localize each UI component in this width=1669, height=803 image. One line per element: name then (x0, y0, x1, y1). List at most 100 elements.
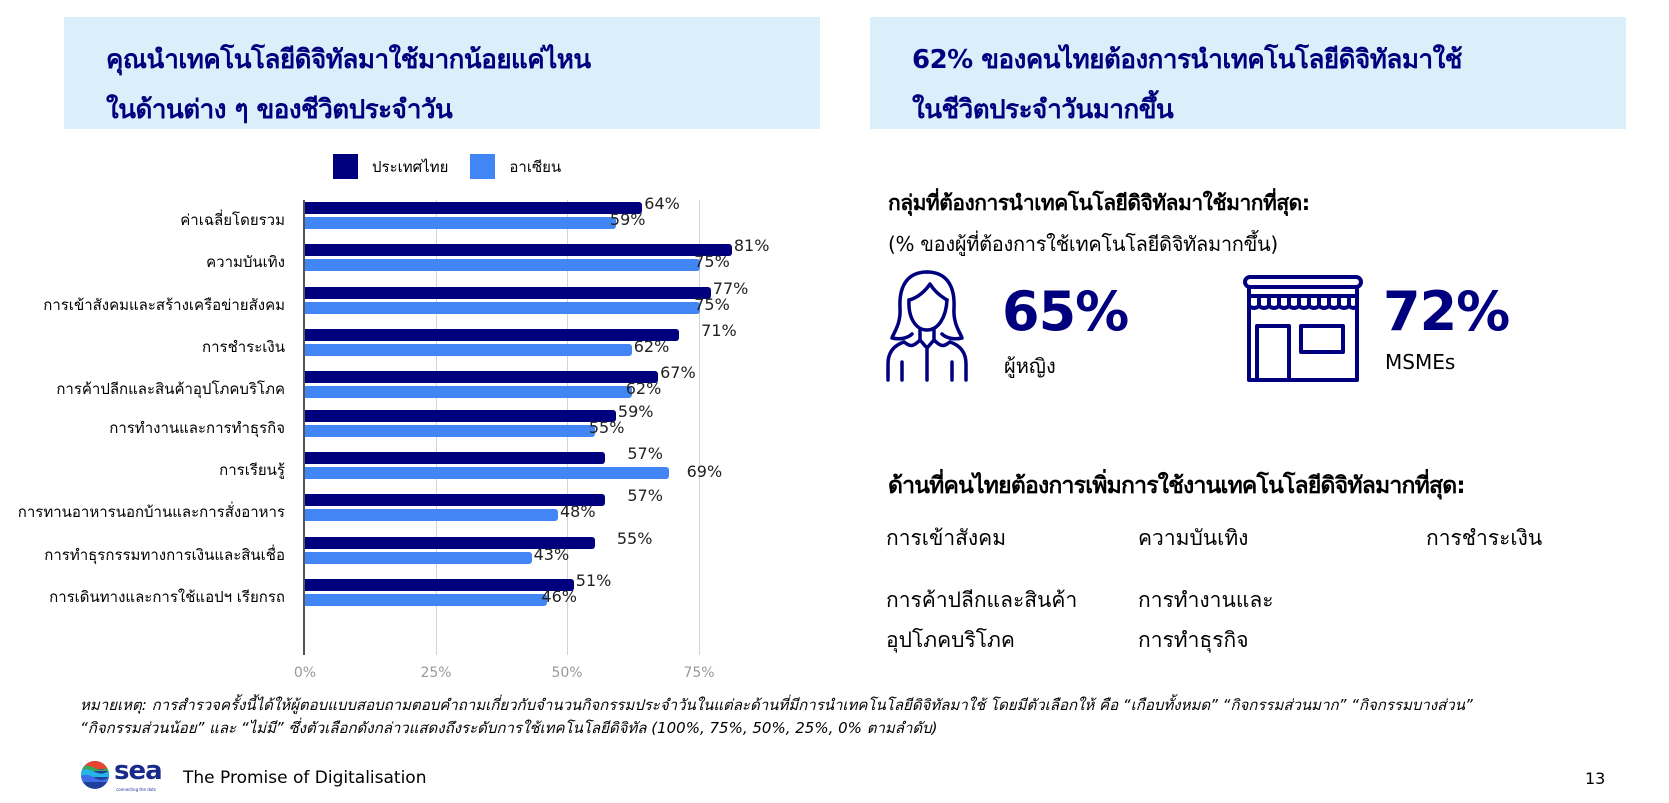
area-item: การทำงานและ การทำธุรกิจ (1138, 588, 1274, 652)
msme-stat-label: MSMEs (1385, 350, 1456, 374)
chart-title-line2: ในด้านต่าง ๆ ของชีวิตประจำวัน (106, 95, 453, 125)
women-stat-label: ผู้หญิง (1004, 354, 1056, 378)
x-tick: 75% (683, 665, 715, 681)
value-label-asean: 75% (694, 295, 730, 314)
category-label: การเรียนรู้ (219, 461, 285, 479)
sea-brand-text: sea (114, 756, 163, 786)
area-item: ความบันเทิง (1138, 526, 1249, 550)
areas-heading: ด้านที่คนไทยต้องการเพิ่มการใช้งานเทคโนโล… (888, 473, 1466, 499)
legend-item-asean: อาเซียน (470, 154, 561, 179)
value-label-asean: 75% (694, 252, 730, 271)
value-label-asean: 48% (559, 502, 596, 521)
bar-thailand (305, 287, 711, 299)
storefront-icon (1243, 275, 1363, 382)
bar-asean (305, 386, 632, 398)
report-title: The Promise of Digitalisation (183, 768, 427, 788)
summary-title-banner: 62% ของคนไทยต้องการนำเทคโนโลยีดิจิทัลมาใ… (870, 17, 1626, 129)
chart-row: การค้าปลีกและสินค้าอุปโภคบริโภค 67% 62% (0, 363, 860, 411)
legend-label-thailand: ประเทศไทย (372, 157, 449, 176)
category-label: การชำระเงิน (202, 338, 285, 356)
chart-row: การเดินทางและการใช้แอปฯ เรียกรถ 51% 46% (0, 571, 860, 619)
legend-item-thailand: ประเทศไทย (333, 154, 448, 179)
bar-asean (305, 217, 616, 229)
bar-thailand (305, 410, 616, 422)
bar-thailand (305, 537, 595, 549)
value-label-asean: 46% (541, 587, 577, 606)
bar-asean (305, 344, 632, 356)
chart-row: การทำงานและการทำธุรกิจ 59% 55% (0, 402, 860, 450)
summary-title-line2: ในชีวิตประจำวันมากขึ้น (912, 95, 1174, 125)
legend-label-asean: อาเซียน (509, 157, 562, 176)
chart-row: ความบันเทิง 81% 75% (0, 236, 860, 284)
legend-swatch-asean (470, 154, 496, 179)
value-label-thailand: 59% (617, 402, 654, 421)
bar-thailand (305, 494, 606, 506)
chart-row: ค่าเฉลี่ยโดยรวม 64% 59% (0, 194, 860, 242)
summary-title-line1: 62% ของคนไทยต้องการนำเทคโนโลยีดิจิทัลมาใ… (912, 45, 1462, 75)
groups-heading: กลุ่มที่ต้องการนำเทคโนโลยีดิจิทัลมาใช้มา… (888, 191, 1310, 215)
sea-tagline: connecting the dots (116, 787, 156, 792)
bar-asean (305, 594, 548, 606)
chart-row: การเข้าสังคมและสร้างเครือข่ายสังคม 77% 75% (0, 279, 860, 327)
category-label: การเดินทางและการใช้แอปฯ เรียกรถ (49, 588, 285, 606)
value-label-thailand: 64% (644, 194, 680, 213)
category-label: การทำงานและการทำธุรกิจ (109, 419, 285, 437)
x-tick: 0% (293, 665, 317, 681)
chart-legend: ประเทศไทย อาเซียน (333, 154, 573, 179)
category-label: การค้าปลีกและสินค้าอุปโภคบริโภค (56, 380, 285, 398)
value-label-thailand: 55% (616, 529, 653, 548)
bar-thailand (305, 452, 606, 464)
area-item: การเข้าสังคม (886, 526, 1007, 550)
value-label-thailand: 67% (660, 363, 696, 382)
category-label: ความบันเทิง (206, 253, 285, 271)
chart-title-line1: คุณนำเทคโนโลยีดิจิทัลมาใช้มากน้อยแค่ไหน (106, 45, 591, 75)
category-label: การทานอาหารนอกบ้านและการสั่งอาหาร (17, 503, 285, 521)
value-label-asean: 43% (533, 545, 570, 564)
bar-thailand (305, 244, 732, 256)
page-number: 13 (1585, 769, 1606, 788)
gridline-75 (699, 200, 700, 655)
footnote-line1: หมายเหตุ: การสำรวจครั้งนี้ได้ให้ผู้ตอบแบ… (80, 696, 1473, 714)
chart-row: การทานอาหารนอกบ้านและการสั่งอาหาร 57% 48% (0, 486, 860, 534)
x-tick: 50% (551, 665, 583, 681)
sea-logo-icon (81, 761, 109, 789)
value-label-thailand: 81% (733, 236, 770, 255)
bar-thailand (305, 329, 680, 341)
bar-asean (305, 302, 701, 314)
legend-swatch-thailand (333, 154, 358, 179)
msme-stat-value: 72% (1383, 280, 1510, 343)
category-label: ค่าเฉลี่ยโดยรวม (180, 211, 285, 229)
chart-row: การทำธุรกรรมทางการเงินและสินเชื่อ 55% 43% (0, 529, 860, 577)
chart-row: การเรียนรู้ 57% 69% (0, 444, 860, 492)
value-label-asean: 62% (633, 337, 670, 356)
bar-thailand (305, 579, 574, 591)
category-label: การเข้าสังคมและสร้างเครือข่ายสังคม (43, 296, 285, 314)
value-label-thailand: 57% (627, 486, 663, 505)
category-label: การทำธุรกรรมทางการเงินและสินเชื่อ (44, 546, 285, 564)
bar-chart: ค่าเฉลี่ยโดยรวม 64% 59% ความบันเทิง 81% 75% กา… (0, 190, 860, 681)
bar-asean (305, 259, 701, 271)
y-axis-line (303, 200, 305, 655)
value-label-thailand: 57% (627, 444, 663, 463)
women-stat-value: 65% (1002, 280, 1129, 343)
bar-thailand (305, 371, 659, 383)
bar-asean (305, 467, 669, 479)
bar-asean (305, 509, 558, 521)
bar-thailand (305, 202, 643, 214)
woman-icon (886, 270, 968, 382)
x-tick: 25% (420, 665, 452, 681)
value-label-thailand: 71% (701, 321, 737, 340)
bar-asean (305, 425, 595, 437)
value-label-asean: 69% (686, 462, 723, 481)
bar-asean (305, 552, 532, 564)
value-label-thailand: 77% (712, 279, 749, 298)
chart-title-banner: คุณนำเทคโนโลยีดิจิทัลมาใช้มากน้อยแค่ไหน … (64, 17, 820, 129)
value-label-asean: 59% (609, 210, 646, 229)
area-item: การชำระเงิน (1426, 526, 1543, 550)
area-item: การค้าปลีกและสินค้า อุปโภคบริโภค (886, 588, 1078, 652)
value-label-asean: 55% (588, 418, 625, 437)
value-label-asean: 62% (625, 379, 662, 398)
footnote-line2: “กิจกรรมส่วนน้อย” และ “ไม่มี” ซึ่งตัวเลื… (80, 719, 938, 737)
groups-note: (% ของผู้ที่ต้องการใช้เทคโนโลยีดิจิทัลมา… (888, 232, 1278, 256)
chart-row: การชำระเงิน 71% 62% (0, 321, 860, 369)
